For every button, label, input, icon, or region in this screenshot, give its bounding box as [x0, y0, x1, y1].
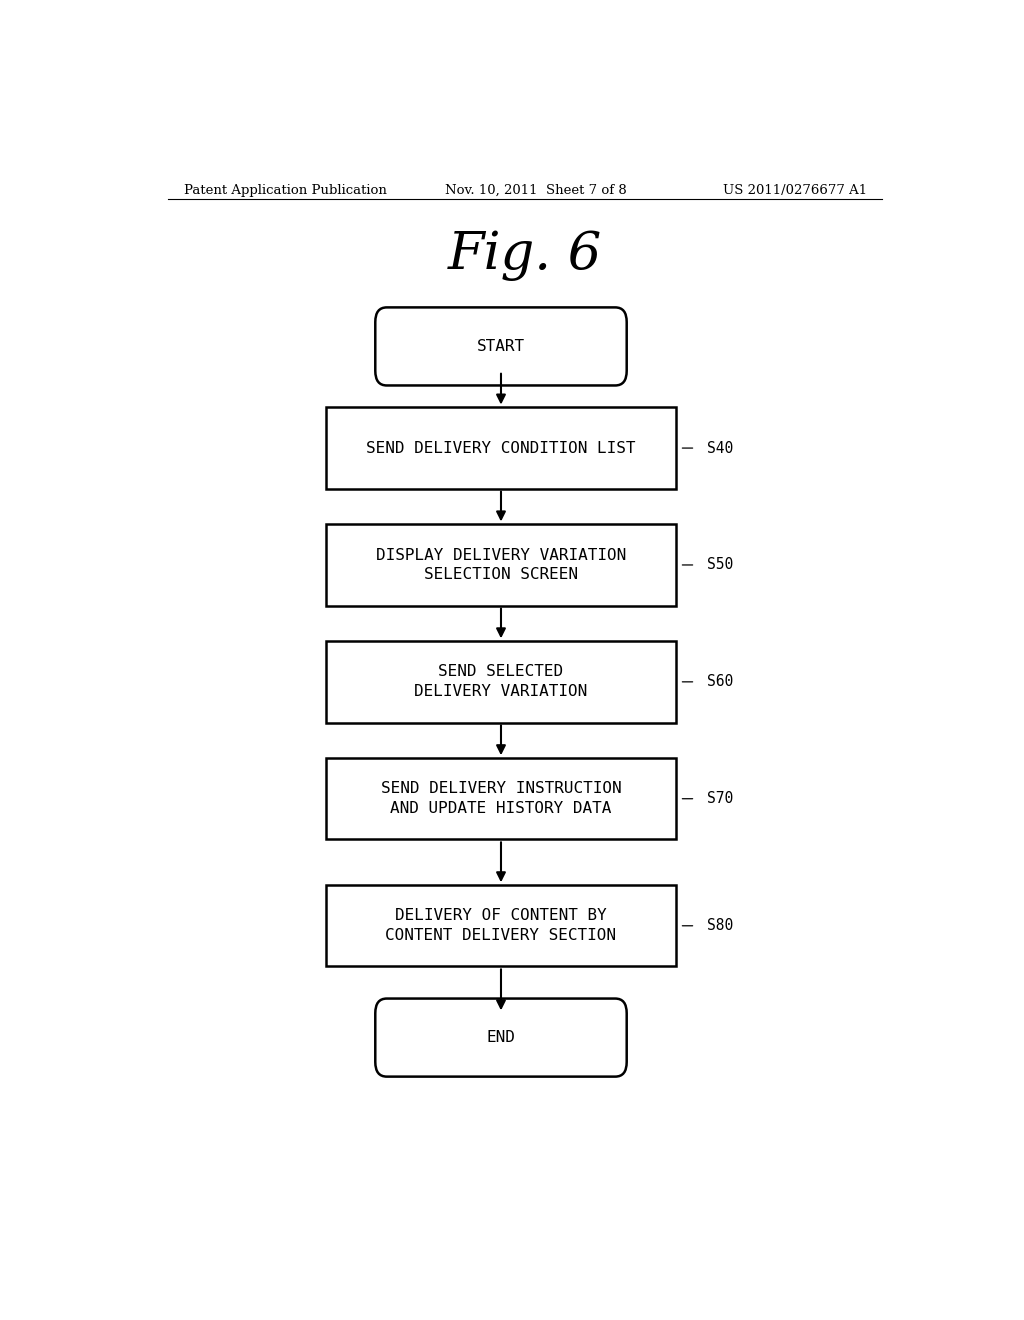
Text: S70: S70 [708, 791, 733, 807]
FancyBboxPatch shape [375, 308, 627, 385]
FancyBboxPatch shape [375, 998, 627, 1077]
Text: SEND DELIVERY CONDITION LIST: SEND DELIVERY CONDITION LIST [367, 441, 636, 455]
Text: S60: S60 [708, 675, 733, 689]
Bar [327, 758, 676, 840]
Bar [327, 642, 676, 722]
Text: START: START [477, 339, 525, 354]
Bar [327, 886, 676, 966]
Text: S50: S50 [708, 557, 733, 573]
Text: SEND DELIVERY INSTRUCTION
AND UPDATE HISTORY DATA: SEND DELIVERY INSTRUCTION AND UPDATE HIS… [381, 781, 622, 816]
Text: S80: S80 [708, 919, 733, 933]
Text: S40: S40 [708, 441, 733, 455]
Text: Nov. 10, 2011  Sheet 7 of 8: Nov. 10, 2011 Sheet 7 of 8 [445, 183, 627, 197]
Text: END: END [486, 1030, 515, 1045]
Text: DELIVERY OF CONTENT BY
CONTENT DELIVERY SECTION: DELIVERY OF CONTENT BY CONTENT DELIVERY … [385, 908, 616, 944]
Text: SEND SELECTED
DELIVERY VARIATION: SEND SELECTED DELIVERY VARIATION [415, 664, 588, 700]
Text: DISPLAY DELIVERY VARIATION
SELECTION SCREEN: DISPLAY DELIVERY VARIATION SELECTION SCR… [376, 548, 626, 582]
Text: Fig. 6: Fig. 6 [447, 230, 602, 281]
Bar [327, 524, 676, 606]
Text: Patent Application Publication: Patent Application Publication [183, 183, 386, 197]
Text: US 2011/0276677 A1: US 2011/0276677 A1 [723, 183, 867, 197]
Bar [327, 408, 676, 488]
